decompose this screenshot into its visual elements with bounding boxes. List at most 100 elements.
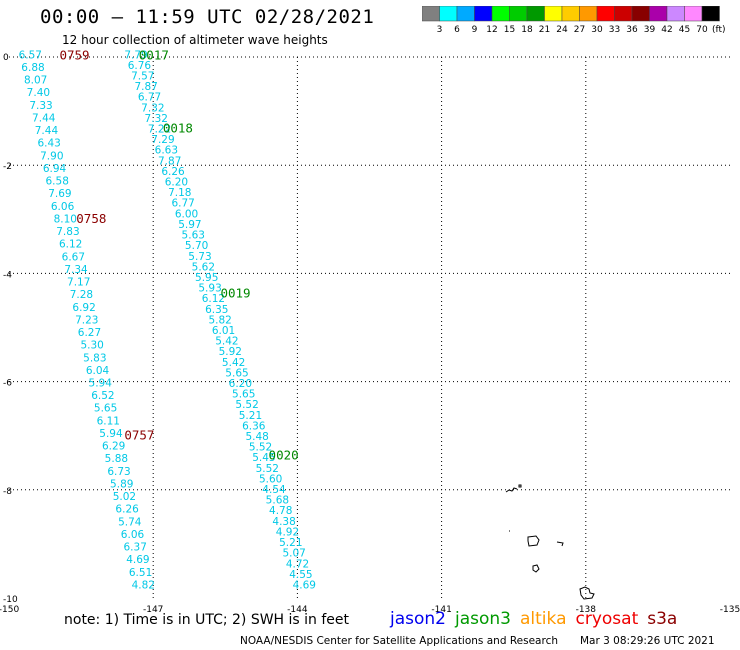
credit-text: NOAA/NESDIS Center for Satellite Applica…: [240, 635, 558, 647]
time-label: 0019: [220, 285, 250, 300]
swh-value: 5.74: [118, 516, 142, 528]
swh-value: 6.00: [175, 208, 198, 220]
colorbar-unit: (ft): [712, 25, 726, 35]
swh-value: 4.54: [262, 484, 286, 496]
swh-value: 6.11: [97, 415, 120, 427]
colorbar-label: 33: [609, 25, 620, 35]
swh-value: 4.78: [269, 505, 292, 517]
swh-value: 6.26: [161, 166, 185, 178]
swh-value: 5.65: [225, 367, 248, 379]
legend-item-s3a: s3a: [647, 609, 678, 629]
credit-line: NOAA/NESDIS Center for Satellite Applica…: [240, 635, 715, 647]
legend-item-cryosat: cryosat: [575, 609, 639, 629]
swh-value: 5.52: [256, 463, 279, 475]
footer-note: note: 1) Time is in UTC; 2) SWH is in fe…: [64, 612, 350, 628]
legend-item-jason2: jason2: [390, 609, 446, 629]
swh-value: 6.94: [43, 163, 67, 175]
time-label: 0759: [59, 47, 89, 62]
swh-value: 4.72: [286, 558, 309, 570]
swh-value: 5.21: [239, 410, 262, 422]
swh-value: 6.29: [102, 441, 125, 453]
swh-value: 7.87: [134, 81, 157, 93]
island-outline: [532, 564, 540, 573]
swh-value: 5.48: [245, 431, 268, 443]
x-tick-label: -135: [720, 605, 740, 615]
swh-value: 5.52: [249, 442, 272, 454]
swh-value: 7.44: [35, 125, 59, 137]
swh-value: 5.02: [113, 491, 136, 503]
swh-value: 4.69: [126, 554, 149, 566]
swh-value: 7.28: [70, 289, 93, 301]
colorbar-label: 15: [504, 25, 515, 35]
swh-value: 7.18: [168, 187, 191, 199]
y-tick-label: -6: [3, 379, 12, 389]
swh-value: 6.51: [129, 567, 152, 579]
time-label: 0017: [139, 47, 169, 62]
legend-item-jason3: jason3: [455, 609, 511, 629]
swh-value: 7.29: [151, 134, 174, 146]
swh-value: 5.62: [192, 261, 215, 273]
swh-value: 5.42: [215, 336, 238, 348]
colorbar-label: 24: [556, 25, 568, 35]
time-label: 0758: [76, 211, 106, 226]
time-label: 0018: [163, 120, 193, 135]
swh-value: 5.94: [89, 378, 113, 390]
x-tick-label: -144: [287, 605, 308, 615]
colorbar-label: 6: [454, 25, 460, 35]
y-tick-label: -4: [3, 270, 12, 280]
colorbar-label: 3: [437, 25, 443, 35]
swh-value: 5.82: [208, 314, 231, 326]
colorbar-label: 12: [486, 25, 497, 35]
swh-value: 7.17: [67, 277, 90, 289]
swh-value: 6.88: [21, 62, 44, 74]
legend-item-altika: altika: [520, 609, 567, 629]
island-outline: [556, 541, 564, 547]
colorbar-label: 70: [696, 25, 708, 35]
swh-value: 7.34: [64, 264, 88, 276]
swh-value: 6.43: [37, 138, 60, 150]
swh-value: 6.76: [128, 60, 152, 72]
y-tick-label: 0: [3, 53, 9, 63]
swh-value: 5.70: [185, 240, 208, 252]
swh-value: 5.65: [94, 403, 117, 415]
swh-value: 6.20: [229, 378, 252, 390]
swh-value: 5.83: [83, 352, 106, 364]
colorbar-label: 45: [679, 25, 690, 35]
y-tick-label: -2: [3, 162, 12, 172]
swh-value: 5.94: [99, 428, 123, 440]
swh-value: 4.55: [289, 569, 312, 581]
swh-value: 7.22: [148, 124, 171, 136]
swh-value: 7.32: [141, 102, 164, 114]
swh-value: 7.90: [40, 150, 63, 162]
swh-value: 6.36: [242, 420, 266, 432]
swh-value: 7.87: [158, 155, 181, 167]
swh-value: 5.07: [282, 548, 305, 560]
swh-value: 5.73: [188, 251, 211, 263]
swh-value: 4.92: [276, 526, 299, 538]
swh-value: 5.65: [232, 389, 255, 401]
swh-value: 5.68: [266, 495, 289, 507]
swh-value: 7.33: [29, 100, 52, 112]
colorbar-label: 39: [644, 25, 656, 35]
colorbar: 3 6 9 12 15 18 21 24 27 30 33 36 39 42 45 70 (ft): [422, 6, 726, 35]
x-tick-label: -138: [576, 605, 597, 615]
swh-value: 6.27: [78, 327, 101, 339]
swh-value: 7.69: [48, 188, 71, 200]
swh-value: 6.04: [86, 365, 110, 377]
x-tick-label: -150: [0, 605, 19, 615]
swh-value: 7.44: [32, 112, 56, 124]
colorbar-label: 42: [661, 25, 672, 35]
island-outline: [518, 484, 522, 488]
swh-value: 5.88: [105, 453, 128, 465]
swh-value: 6.92: [72, 302, 95, 314]
swh-value: 5.92: [219, 346, 242, 358]
colorbar-label: 36: [626, 25, 638, 35]
time-label: 0020: [269, 448, 299, 463]
x-tick-label: -147: [143, 605, 163, 615]
swh-value: 5.95: [195, 272, 218, 284]
swh-value: 5.30: [80, 340, 103, 352]
swh-value: 6.52: [91, 390, 114, 402]
swh-value: 6.57: [19, 49, 42, 61]
island-outline: [579, 586, 595, 600]
